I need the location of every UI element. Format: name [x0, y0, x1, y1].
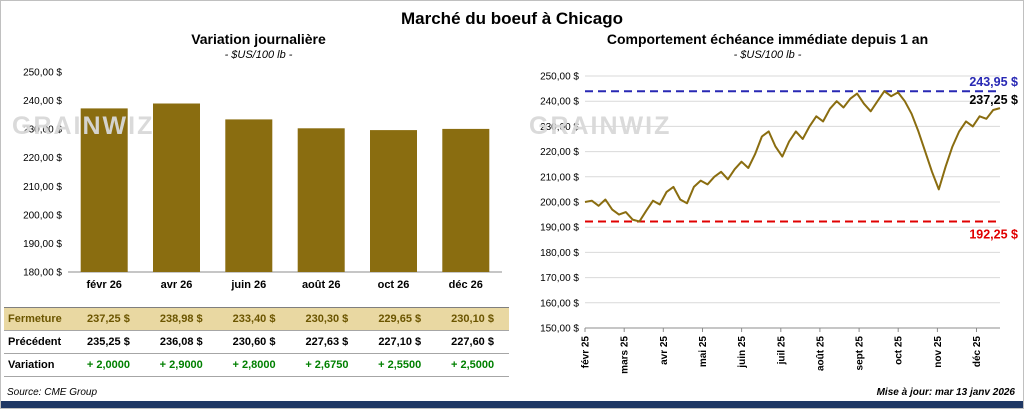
- line-x-label: oct 25: [894, 336, 905, 365]
- table-cell: + 2,0000: [72, 353, 145, 377]
- bar-y-tick-label: 250,00 $: [23, 68, 62, 79]
- table-cell: + 2,5000: [436, 353, 509, 377]
- line-x-label: févr 25: [581, 336, 592, 369]
- row-label-variation: Variation: [4, 353, 72, 377]
- line-x-label: mars 25: [620, 336, 631, 374]
- table-cell: 233,40 $: [217, 307, 291, 331]
- bar-x-label: août 26: [302, 279, 341, 291]
- last-value-label: 237,25 $: [969, 93, 1018, 107]
- bar-y-tick-label: 230,00 $: [23, 125, 62, 136]
- line-x-label: mai 25: [698, 336, 709, 368]
- line-x-label: juin 25: [737, 336, 748, 369]
- line-y-tick-label: 150,00 $: [540, 324, 579, 335]
- updated-note: Mise à jour: mar 13 janv 2026: [876, 387, 1015, 398]
- table-cell: 230,30 $: [290, 307, 364, 331]
- table-row-fermeture: Fermeture 237,25 $ 238,98 $ 233,40 $ 230…: [4, 307, 509, 331]
- line-y-tick-label: 160,00 $: [540, 298, 579, 309]
- bar-y-tick-label: 200,00 $: [23, 210, 62, 221]
- line-y-tick-label: 190,00 $: [540, 223, 579, 234]
- table-cell: 227,63 $: [290, 330, 364, 354]
- line-y-tick-label: 170,00 $: [540, 273, 579, 284]
- table-cell: 235,25 $: [72, 330, 145, 354]
- table-cell: + 2,6750: [290, 353, 364, 377]
- min-value-label: 192,25 $: [969, 228, 1018, 242]
- line-chart-subtitle: - $US/100 lb -: [733, 49, 802, 61]
- table-cell: 238,98 $: [144, 307, 218, 331]
- bar-x-label: avr 26: [161, 279, 193, 291]
- line-chart-svg: 250,00 $ 240,00 $ 230,00 $ 220,00 $ 210,00 $…: [529, 72, 1018, 374]
- line-y-tick-label: 230,00 $: [540, 122, 579, 133]
- table-row-precedent: Précédent 235,25 $ 236,08 $ 230,60 $ 227…: [4, 330, 509, 354]
- bar-chart-subtitle: - $US/100 lb -: [224, 49, 293, 61]
- line-y-tick-label: 240,00 $: [540, 97, 579, 108]
- bar-5: [370, 130, 417, 272]
- table-cell: + 2,5500: [363, 353, 437, 377]
- line-y-tick-label: 250,00 $: [540, 72, 579, 83]
- line-chart-title: Comportement échéance immédiate depuis 1…: [606, 31, 929, 47]
- line-chart: 250,00 $ 240,00 $ 230,00 $ 220,00 $ 210,00 $…: [513, 64, 1022, 386]
- bar-6: [442, 128, 490, 272]
- daily-variation-panel: Variation journalière - $US/100 lb - 250…: [1, 31, 513, 386]
- table-cell: 229,65 $: [363, 307, 437, 331]
- one-year-panel: Comportement échéance immédiate depuis 1…: [513, 31, 1022, 386]
- bar-y-tick-label: 180,00 $: [23, 268, 62, 279]
- line-x-label: juil 25: [776, 336, 787, 366]
- bar-3: [225, 119, 273, 273]
- bar-chart-title: Variation journalière: [191, 31, 326, 47]
- price-line: [584, 90, 1001, 223]
- line-x-label: sept 25: [855, 336, 866, 371]
- line-y-tick-label: 220,00 $: [540, 147, 579, 158]
- bar-1: [80, 108, 128, 273]
- bar-chart-svg: 250,00 $ 240,00 $ 230,00 $ 220,00 $ 210,00 $…: [12, 68, 502, 291]
- line-x-label: nov 25: [933, 336, 944, 368]
- row-label-precedent: Précédent: [4, 330, 72, 354]
- table-row-variation: Variation + 2,0000 + 2,9000 + 2,8000 + 2…: [4, 353, 509, 377]
- bar-y-tick-label: 190,00 $: [23, 239, 62, 250]
- row-label-fermeture: Fermeture: [4, 307, 72, 331]
- grainwiz-watermark: GRAINWIZ: [529, 112, 671, 140]
- bottom-accent-bar: [1, 401, 1023, 408]
- line-x-label: déc 25: [972, 336, 983, 368]
- table-cell: + 2,8000: [217, 353, 291, 377]
- source-note: Source: CME Group: [7, 387, 98, 398]
- max-value-label: 243,95 $: [969, 75, 1018, 89]
- line-x-label: août 25: [815, 336, 826, 371]
- table-cell: 230,10 $: [436, 307, 509, 331]
- panels-row: Variation journalière - $US/100 lb - 250…: [1, 31, 1023, 386]
- line-y-tick-label: 210,00 $: [540, 172, 579, 183]
- bar-x-label: févr 26: [86, 279, 121, 291]
- price-table: Fermeture 237,25 $ 238,98 $ 233,40 $ 230…: [4, 307, 509, 377]
- table-cell: 237,25 $: [72, 307, 145, 331]
- bar-y-tick-label: 210,00 $: [23, 182, 62, 193]
- bar-x-label: juin 26: [230, 279, 266, 291]
- line-y-tick-label: 200,00 $: [540, 198, 579, 209]
- line-y-tick-label: 180,00 $: [540, 248, 579, 259]
- grainwiz-watermark: GRAINWIZ: [12, 112, 154, 140]
- bar-x-label: déc 26: [449, 279, 483, 291]
- table-cell: 227,10 $: [363, 330, 437, 354]
- page-title: Marché du boeuf à Chicago: [401, 9, 623, 28]
- bar-4: [297, 128, 345, 272]
- bar-y-tick-label: 240,00 $: [23, 96, 62, 107]
- bar-y-tick-label: 220,00 $: [23, 153, 62, 164]
- table-cell: 236,08 $: [144, 330, 218, 354]
- line-x-label: avr 25: [659, 336, 670, 365]
- table-cell: 230,60 $: [217, 330, 291, 354]
- bar-chart: 250,00 $ 240,00 $ 230,00 $ 220,00 $ 210,00 $…: [4, 64, 513, 304]
- table-cell: + 2,9000: [144, 353, 218, 377]
- table-cell: 227,60 $: [436, 330, 509, 354]
- bar-x-label: oct 26: [378, 279, 410, 291]
- bar-2: [153, 103, 200, 272]
